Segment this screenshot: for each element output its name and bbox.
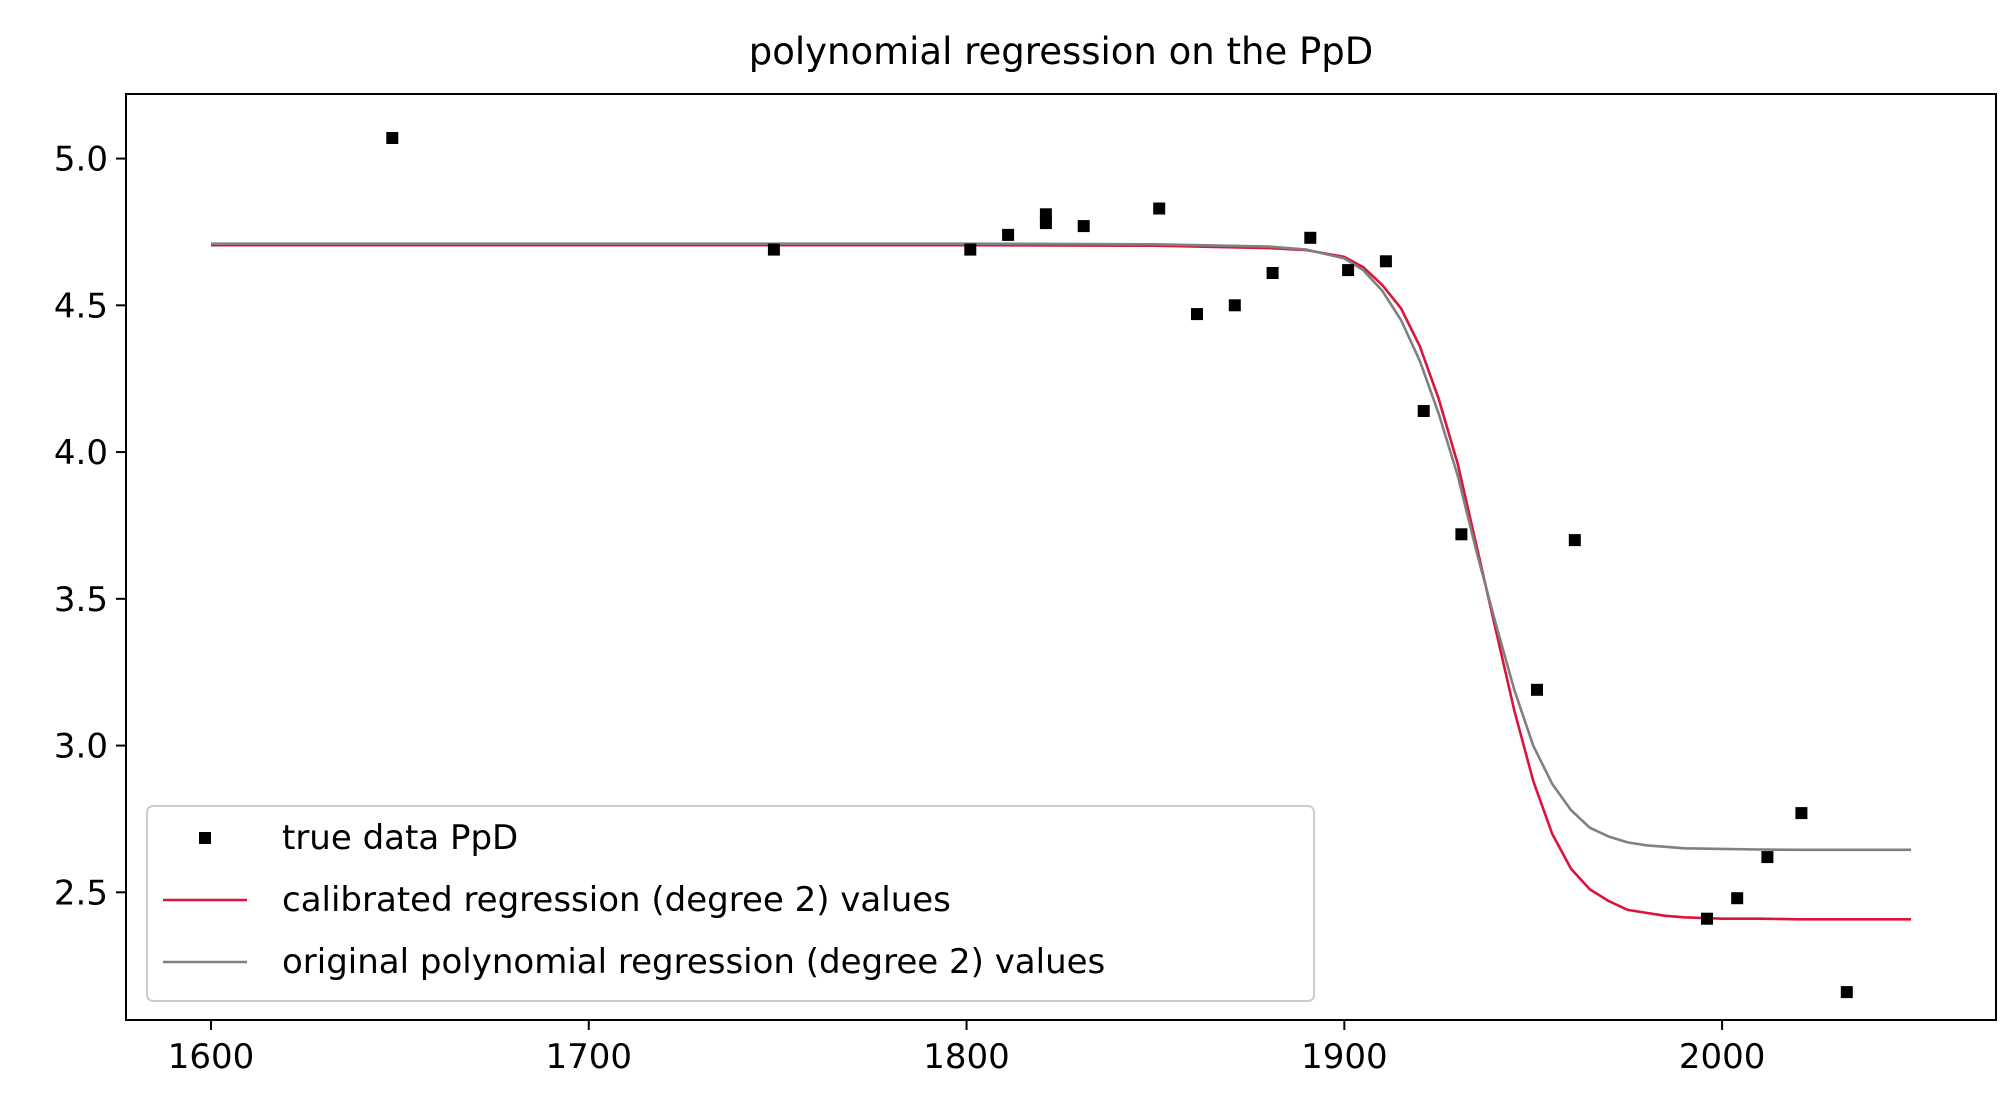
- legend-frame: [146, 805, 1315, 1002]
- data-point: [1266, 267, 1279, 279]
- data-point: [1342, 264, 1355, 277]
- y-tick-label: 3.5: [54, 580, 108, 620]
- legend-label-true-data: true data PpD: [282, 818, 518, 858]
- legend-marker-true-data: [199, 832, 211, 844]
- x-tick-label: 1800: [923, 1037, 1010, 1077]
- x-tick-label: 1700: [546, 1037, 633, 1077]
- data-point: [964, 243, 977, 256]
- legend-label-calibrated: calibrated regression (degree 2) values: [282, 880, 951, 920]
- y-tick-label: 4.5: [54, 286, 108, 326]
- data-point: [1191, 308, 1203, 321]
- data-point: [1455, 528, 1468, 541]
- data-point: [1417, 405, 1430, 417]
- data-point: [1077, 220, 1090, 233]
- y-tick-label: 3.0: [54, 727, 108, 767]
- data-point: [1153, 202, 1166, 215]
- x-tick-label: 2000: [1679, 1037, 1766, 1077]
- data-point: [1701, 912, 1713, 925]
- data-point: [1304, 231, 1317, 244]
- data-point: [1039, 217, 1052, 230]
- y-tick-label: 2.5: [54, 873, 108, 913]
- data-point: [1795, 807, 1808, 820]
- data-point: [1568, 534, 1581, 547]
- data-point: [1379, 255, 1392, 268]
- x-tick-label: 1600: [168, 1037, 255, 1077]
- legend: true data PpD calibrated regression (deg…: [146, 805, 1315, 1002]
- data-point: [1002, 228, 1015, 241]
- data-point: [386, 132, 399, 144]
- chart-title: polynomial regression on the PpD: [749, 30, 1374, 73]
- plot-frame: [125, 93, 1997, 1021]
- y-tick-label: 5.0: [54, 140, 108, 180]
- data-point: [1531, 683, 1543, 696]
- y-tick-label: 4.0: [54, 433, 108, 473]
- x-tick-label: 1900: [1301, 1037, 1388, 1077]
- data-point: [1840, 986, 1853, 999]
- legend-label-original: original polynomial regression (degree 2…: [282, 942, 1105, 982]
- data-point: [1228, 299, 1241, 312]
- data-point: [1761, 851, 1774, 864]
- series-line-2: [211, 242, 1911, 852]
- data-point: [1731, 892, 1744, 905]
- data-point: [767, 243, 780, 256]
